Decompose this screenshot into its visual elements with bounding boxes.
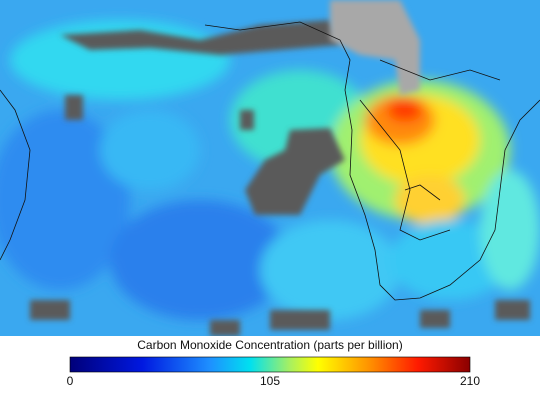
missing-data-area	[330, 0, 420, 95]
color-bar-tick-label: 105	[260, 374, 280, 388]
concentration-field	[0, 20, 540, 320]
color-bar-tick-label: 0	[67, 374, 74, 388]
map	[0, 0, 540, 336]
coastlines	[0, 21, 540, 301]
color-bar-tick-label: 210	[460, 374, 480, 388]
color-bar	[69, 356, 471, 373]
legend-title: Carbon Monoxide Concentration (parts per…	[137, 338, 402, 352]
no-data-areas	[30, 20, 530, 336]
